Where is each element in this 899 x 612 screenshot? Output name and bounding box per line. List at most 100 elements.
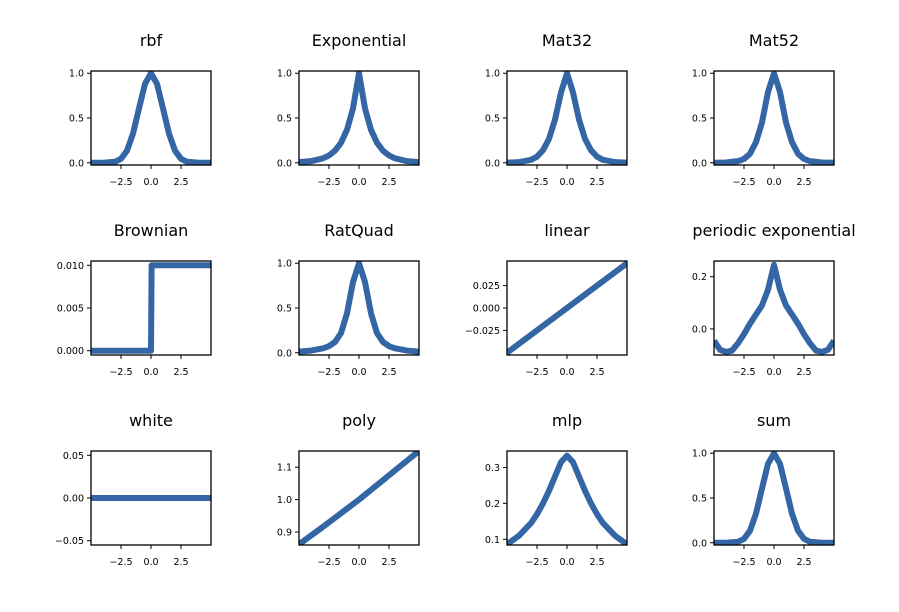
- y-tick-label: 0.5: [485, 114, 500, 125]
- subplot-title: Mat32: [542, 31, 592, 50]
- x-tick-label: −2.5: [525, 177, 548, 188]
- y-tick-label: 1.0: [277, 259, 292, 270]
- subplot-title: sum: [757, 411, 791, 430]
- series-line: [714, 451, 834, 545]
- subplot-title: RatQuad: [324, 221, 394, 240]
- axes-frame: [713, 450, 835, 546]
- x-tick-label: 0.0: [766, 557, 781, 568]
- y-tick-label: 0.9: [277, 528, 292, 539]
- y-tick-label: 0.0: [485, 158, 500, 169]
- y-tick-label: 0.5: [277, 304, 292, 315]
- x-tick-label: 2.5: [589, 367, 604, 378]
- series-line: [507, 71, 627, 165]
- subplot-title: Brownian: [114, 221, 189, 240]
- x-tick-label: 0.0: [559, 557, 574, 568]
- x-tick-label: 2.5: [381, 367, 396, 378]
- y-tick-label: 0.5: [69, 114, 84, 125]
- y-tick-label: 0.3: [485, 463, 500, 474]
- y-tick-label: 0.0: [692, 538, 707, 549]
- y-tick-label: 0.0: [277, 158, 292, 169]
- y-tick-label: 0.0: [69, 158, 84, 169]
- y-tick-label: 0.5: [692, 114, 707, 125]
- subplot-title: poly: [342, 411, 376, 430]
- y-tick-label: 1.0: [277, 495, 292, 506]
- x-tick-label: 0.0: [766, 367, 781, 378]
- subplot-1: rbf −2.5 0.0 2.5 0.0 0.5 1.0: [69, 31, 212, 188]
- axes-frame: [298, 260, 420, 356]
- series-line: [299, 261, 419, 355]
- y-tick-label: 0.1: [485, 535, 500, 546]
- axes-frame: [506, 70, 628, 166]
- subplot-2: Exponential −2.5 0.0 2.5 0.0 0.5 1.0: [277, 31, 420, 188]
- series-line: [507, 452, 627, 545]
- y-tick-label: 0.5: [277, 114, 292, 125]
- subplot-3: Mat32 −2.5 0.0 2.5 0.0 0.5 1.0: [485, 31, 628, 188]
- x-tick-label: 2.5: [796, 367, 811, 378]
- series-line: [91, 71, 211, 165]
- subplot-6: RatQuad −2.5 0.0 2.5 0.0 0.5 1.0: [277, 221, 420, 378]
- y-tick-label: 0.025: [473, 281, 500, 292]
- x-tick-label: 0.0: [351, 177, 366, 188]
- y-tick-label: 1.0: [485, 69, 500, 80]
- y-tick-label: 0.0: [692, 324, 707, 335]
- y-tick-label: 0.005: [57, 304, 84, 315]
- x-tick-label: 2.5: [796, 177, 811, 188]
- y-tick-label: 0.000: [57, 346, 84, 357]
- x-tick-label: 0.0: [559, 177, 574, 188]
- subplot-title: Mat52: [749, 31, 799, 50]
- y-tick-label: 1.1: [277, 463, 292, 474]
- series-line: [299, 71, 419, 165]
- series-line: [714, 261, 834, 355]
- x-tick-label: 2.5: [796, 557, 811, 568]
- subplot-title: periodic exponential: [692, 221, 855, 240]
- x-tick-label: 2.5: [173, 367, 188, 378]
- y-tick-label: 0.0: [277, 348, 292, 359]
- x-tick-label: −2.5: [109, 367, 132, 378]
- x-tick-label: 0.0: [143, 177, 158, 188]
- x-tick-label: 0.0: [766, 177, 781, 188]
- x-tick-label: −2.5: [732, 557, 755, 568]
- series-line: [91, 262, 211, 354]
- y-tick-label: −0.05: [55, 536, 84, 547]
- y-tick-label: 0.000: [473, 304, 500, 315]
- x-tick-label: −2.5: [317, 177, 340, 188]
- subplot-title: white: [129, 411, 173, 430]
- y-tick-label: 0.2: [485, 499, 500, 510]
- subplot-12: sum −2.5 0.0 2.5 0.0 0.5 1.0: [692, 411, 835, 568]
- x-tick-label: −2.5: [317, 557, 340, 568]
- x-tick-label: −2.5: [732, 367, 755, 378]
- y-tick-label: 1.0: [69, 69, 84, 80]
- x-tick-label: 2.5: [381, 177, 396, 188]
- subplot-title: rbf: [140, 31, 163, 50]
- subplot-9: white −2.5 0.0 2.5 −0.05 0.00 0.05: [55, 411, 212, 568]
- y-tick-label: 0.2: [692, 272, 707, 283]
- x-tick-label: 0.0: [143, 557, 158, 568]
- x-tick-label: 2.5: [173, 177, 188, 188]
- subplot-title: Exponential: [312, 31, 407, 50]
- y-tick-label: −0.025: [465, 326, 500, 337]
- subplot-10: poly −2.5 0.0 2.5 0.9 1.0 1.1: [277, 411, 420, 568]
- y-tick-label: 0.5: [692, 494, 707, 505]
- x-tick-label: 2.5: [589, 177, 604, 188]
- y-tick-label: 1.0: [692, 449, 707, 460]
- subplot-title: mlp: [552, 411, 582, 430]
- x-tick-label: −2.5: [109, 177, 132, 188]
- x-tick-label: 0.0: [351, 557, 366, 568]
- x-tick-label: 0.0: [351, 367, 366, 378]
- subplot-4: Mat52 −2.5 0.0 2.5 0.0 0.5 1.0: [692, 31, 835, 188]
- series-line: [714, 71, 834, 165]
- subplot-title: linear: [544, 221, 590, 240]
- y-tick-label: 0.0: [692, 158, 707, 169]
- x-tick-label: 2.5: [381, 557, 396, 568]
- x-tick-label: −2.5: [525, 367, 548, 378]
- y-tick-label: 0.00: [63, 494, 84, 505]
- axes-frame: [713, 70, 835, 166]
- y-tick-label: 0.05: [63, 451, 84, 462]
- series-line: [507, 261, 627, 355]
- subplot-5: Brownian −2.5 0.0 2.5 0.000 0.005 0.010: [57, 221, 212, 378]
- subplot-11: mlp −2.5 0.0 2.5 0.1 0.2 0.3: [485, 411, 628, 568]
- subplot-7: linear −2.5 0.0 2.5 −0.025 0.000 0.025: [465, 221, 628, 378]
- x-tick-label: 0.0: [143, 367, 158, 378]
- x-tick-label: −2.5: [317, 367, 340, 378]
